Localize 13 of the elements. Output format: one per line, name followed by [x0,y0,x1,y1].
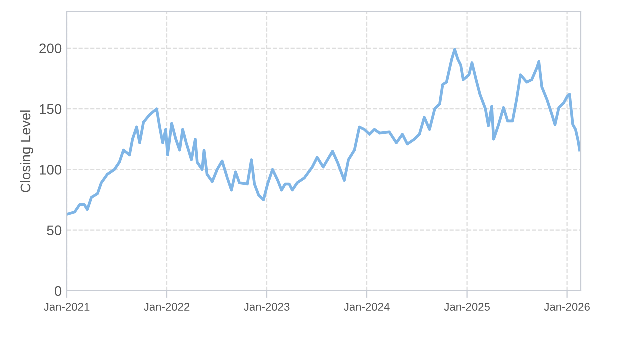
line-series [67,48,581,216]
y-tick-label: 150 [40,104,62,114]
x-tick-label: Jan-2025 [444,303,490,311]
y-tick-label: 200 [40,44,62,54]
y-tick-label: 0 [54,286,62,296]
x-tick-label: Jan-2024 [344,303,390,311]
x-tick-label: Jan-2023 [244,303,290,311]
y-axis-title: Closing Level [20,110,34,192]
y-tick-label: 50 [47,226,62,236]
x-tick-label: Jan-2021 [44,303,90,311]
y-tick-label: 100 [40,165,62,175]
x-tick-label: Jan-2026 [544,303,590,311]
x-tick-label: Jan-2022 [144,303,190,311]
